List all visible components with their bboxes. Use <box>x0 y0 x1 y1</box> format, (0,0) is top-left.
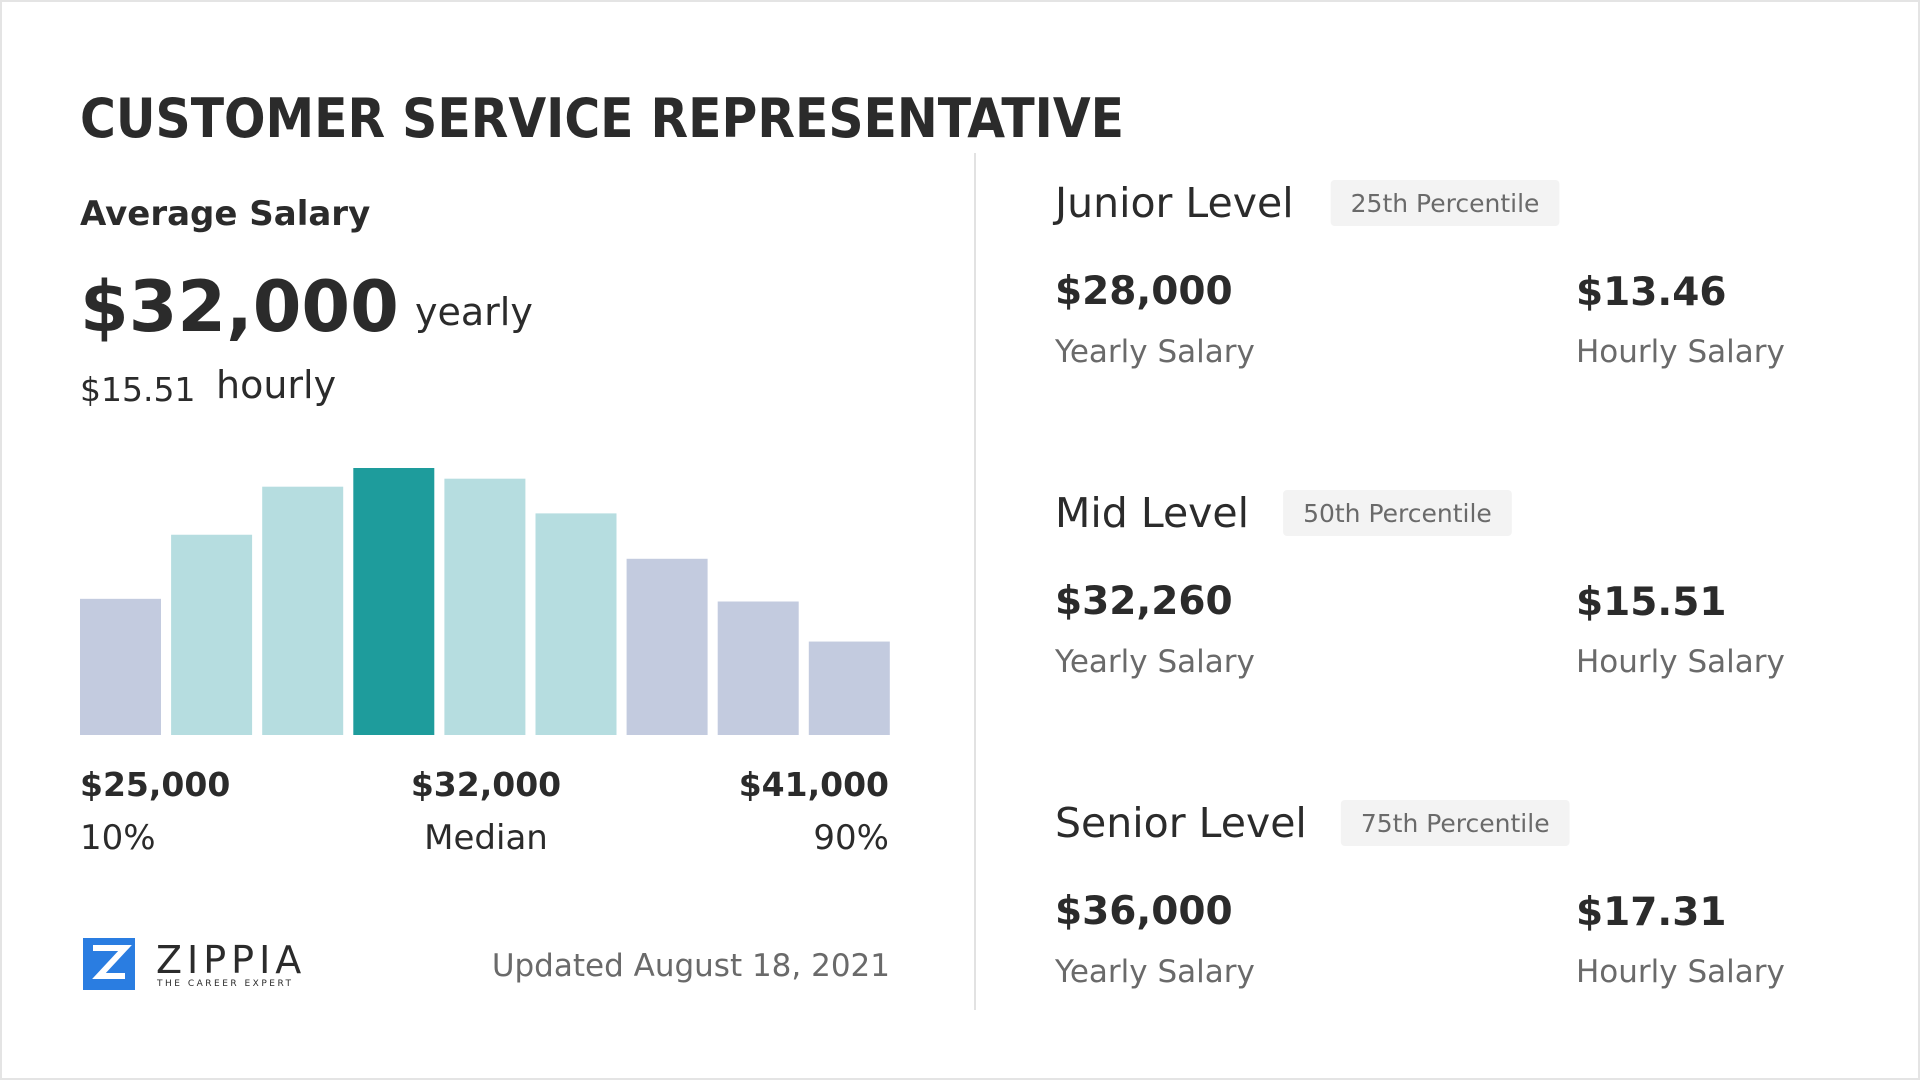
logo-tagline: THE CAREER EXPERT <box>156 979 294 989</box>
bar <box>444 478 526 735</box>
hourly-salary-label: Hourly Salary <box>1576 334 1785 370</box>
yearly-salary: $36,000 <box>1055 889 1233 934</box>
bar <box>626 558 708 735</box>
yearly-salary-label: Yearly Salary <box>1054 334 1255 370</box>
bar <box>717 601 799 735</box>
levels: Junior Level 25th Percentile $28,000 Yearly… <box>1052 179 1785 990</box>
hourly-salary: $15.51 <box>1576 580 1727 625</box>
yearly-salary: $32,260 <box>1055 579 1233 624</box>
percentile-label: 25th Percentile <box>1351 189 1540 218</box>
high-amount: $41,000 <box>739 765 889 804</box>
average-label: Average Salary <box>80 194 370 234</box>
updated-date: Updated August 18, 2021 <box>492 948 890 984</box>
median-label: Median <box>424 818 548 858</box>
level-name: Junior Level <box>1052 179 1294 227</box>
bar <box>262 486 344 735</box>
percentile-badge <box>1283 490 1512 536</box>
level-name: Mid Level <box>1055 489 1249 537</box>
yearly-salary-label: Yearly Salary <box>1054 954 1255 990</box>
percentile-label: 50th Percentile <box>1303 499 1492 528</box>
bar <box>353 468 435 735</box>
yearly-salary: $28,000 <box>1055 269 1233 314</box>
bar <box>80 598 161 735</box>
hourly-unit: hourly <box>216 363 336 407</box>
percentile-badge <box>1340 800 1570 846</box>
hourly-salary-label: Hourly Salary <box>1576 954 1785 990</box>
percentile-badge <box>1330 180 1560 226</box>
average-yearly: $32,000 <box>80 266 399 348</box>
average-hourly: $15.51 <box>80 370 195 409</box>
median-amount: $32,000 <box>411 765 561 804</box>
hourly-salary-label: Hourly Salary <box>1576 644 1785 680</box>
bar <box>535 513 617 735</box>
title: CUSTOMER SERVICE REPRESENTATIVE <box>80 87 1124 150</box>
bar <box>171 534 253 735</box>
logo-icon <box>83 938 135 990</box>
low-amount: $25,000 <box>80 765 230 804</box>
yearly-salary-label: Yearly Salary <box>1054 644 1255 680</box>
low-label: 10% <box>80 818 156 858</box>
level-name: Senior Level <box>1055 799 1307 847</box>
hourly-salary: $13.46 <box>1576 270 1727 315</box>
histogram <box>80 468 890 735</box>
percentile-label: 75th Percentile <box>1361 809 1550 838</box>
logo-text: ZIPPIA <box>156 938 306 982</box>
hourly-salary: $17.31 <box>1576 890 1727 935</box>
bar <box>808 641 890 735</box>
yearly-unit: yearly <box>415 290 533 334</box>
high-label: 90% <box>813 818 889 858</box>
